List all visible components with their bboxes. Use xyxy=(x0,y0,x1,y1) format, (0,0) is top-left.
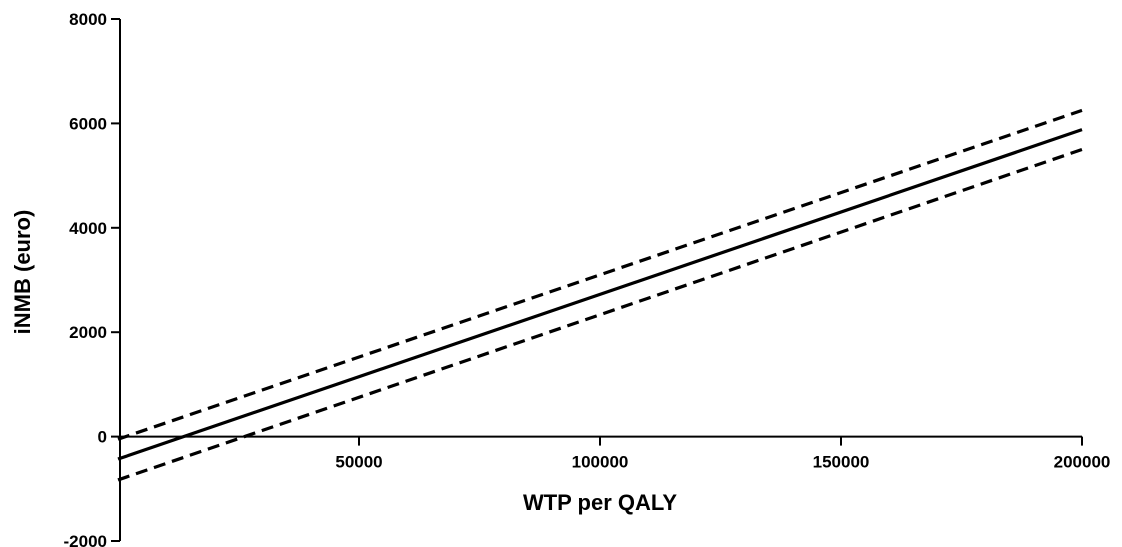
x-tick-label: 150000 xyxy=(813,453,870,472)
x-axis-title: WTP per QALY xyxy=(523,490,677,515)
y-tick-label: -2000 xyxy=(64,532,107,547)
y-tick-label: 6000 xyxy=(69,114,107,133)
y-tick-label: 8000 xyxy=(69,10,107,29)
x-tick-label: 100000 xyxy=(572,453,629,472)
y-tick-label: 0 xyxy=(98,428,107,447)
x-tick-label: 200000 xyxy=(1054,453,1111,472)
series-line-bound-1 xyxy=(117,108,1083,441)
x-axis: 50000 100000 150000 200000 xyxy=(120,435,1111,472)
x-tick-label: 50000 xyxy=(335,453,382,472)
series-line-estimate xyxy=(117,128,1083,461)
y-tick-label: 4000 xyxy=(69,219,107,238)
y-axis: -2000 0 2000 4000 6000 8000 xyxy=(64,10,121,547)
series-layer xyxy=(117,108,1083,482)
series-line-bound-2 xyxy=(117,147,1083,482)
y-tick-label: 2000 xyxy=(69,323,107,342)
y-axis-title: iNMB (euro) xyxy=(10,210,35,335)
